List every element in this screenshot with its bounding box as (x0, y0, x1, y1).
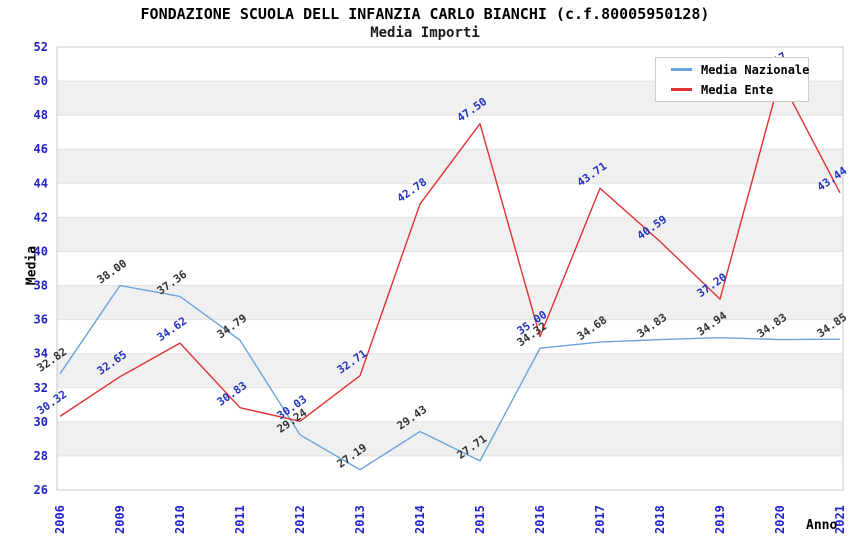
legend: Media Nazionale Media Ente (655, 57, 809, 102)
legend-item-media-ente: Media Ente (671, 83, 808, 97)
x-tick-label: 2010 (173, 505, 187, 534)
y-tick-label: 32 (34, 381, 48, 395)
chart-subtitle: Media Importi (370, 25, 480, 41)
x-tick-label: 2019 (713, 505, 727, 534)
y-axis-title: Media (24, 245, 40, 286)
y-tick-label: 26 (34, 483, 48, 497)
y-tick-label: 40 (34, 244, 48, 258)
plot-band (57, 421, 843, 456)
y-tick-label: 44 (34, 176, 48, 190)
plot-band (57, 387, 843, 422)
x-tick-label: 2018 (653, 505, 667, 534)
y-tick-label: 36 (34, 313, 48, 327)
y-tick-label: 46 (34, 142, 48, 156)
plot-band (57, 319, 843, 354)
y-tick-label: 42 (34, 210, 48, 224)
legend-line-swatch-blue (671, 68, 692, 71)
series-line-media-ente (59, 77, 841, 423)
x-tick-label: 2009 (113, 505, 127, 534)
x-tick-label: 2015 (473, 505, 487, 534)
x-tick-label: 2013 (353, 505, 367, 534)
x-tick-label: 2016 (533, 505, 547, 534)
chart-title: FONDAZIONE SCUOLA DELL INFANZIA CARLO BI… (140, 5, 710, 23)
x-tick-label: 2021 (833, 505, 847, 534)
x-tick-label: 2011 (233, 505, 247, 534)
plot-band (57, 251, 843, 286)
y-tick-label: 34 (34, 347, 48, 361)
y-tick-label: 52 (34, 40, 48, 54)
x-tick-label: 2012 (293, 505, 307, 534)
series-line-media-nazionale (59, 284, 841, 471)
plot-band (57, 353, 843, 388)
legend-line-swatch-red (671, 88, 692, 91)
x-tick-label: 2006 (53, 505, 67, 534)
y-tick-label: 28 (34, 449, 48, 463)
y-tick-label: 48 (34, 108, 48, 122)
plot-band (57, 217, 843, 252)
y-tick-label: 30 (34, 415, 48, 429)
x-axis-title: Anno (806, 518, 838, 533)
x-tick-label: 2017 (593, 505, 607, 534)
plot-border (56, 46, 844, 491)
legend-item-media-nazionale: Media Nazionale (671, 62, 810, 77)
x-tick-label: 2020 (773, 505, 787, 534)
legend-label: Media Ente (701, 82, 774, 97)
plot-band (57, 455, 843, 490)
plot-band (57, 149, 843, 184)
plot-band (57, 183, 843, 218)
y-tick-label: 50 (34, 74, 48, 88)
y-tick-label: 38 (34, 279, 48, 293)
x-tick-label: 2014 (413, 505, 427, 534)
legend-label: Media Nazionale (701, 62, 810, 77)
plot-band (57, 115, 843, 150)
